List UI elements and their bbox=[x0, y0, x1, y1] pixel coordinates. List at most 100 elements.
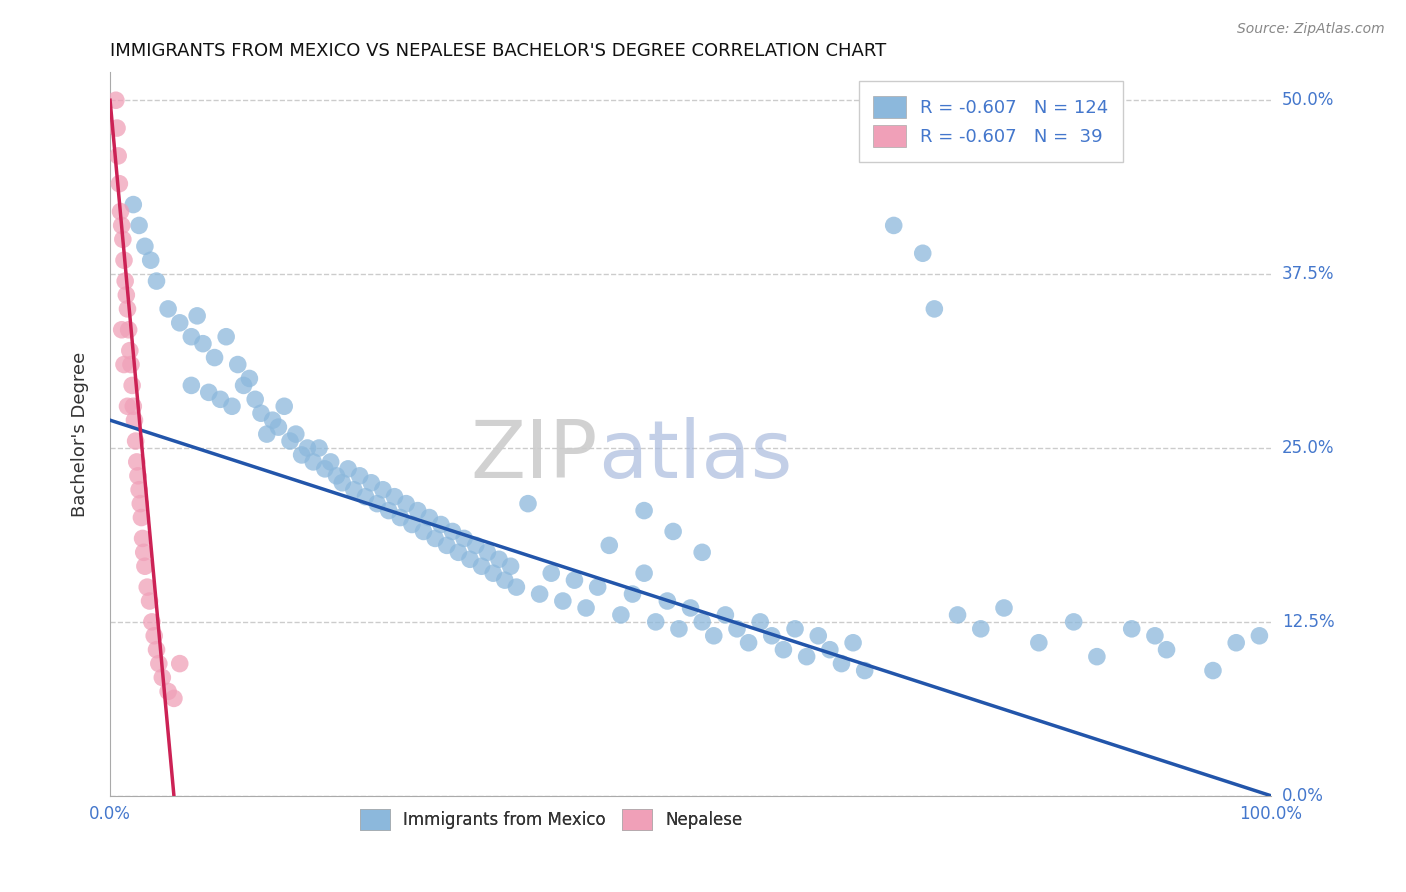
Point bbox=[737, 636, 759, 650]
Point bbox=[127, 468, 149, 483]
Point bbox=[586, 580, 609, 594]
Point bbox=[377, 503, 399, 517]
Point bbox=[783, 622, 806, 636]
Point bbox=[122, 399, 145, 413]
Point bbox=[1202, 664, 1225, 678]
Point bbox=[150, 671, 173, 685]
Point bbox=[842, 636, 865, 650]
Point bbox=[453, 532, 475, 546]
Point bbox=[157, 684, 180, 698]
Point bbox=[262, 413, 284, 427]
Point bbox=[245, 392, 267, 407]
Text: 12.5%: 12.5% bbox=[1282, 613, 1334, 631]
Point bbox=[761, 629, 783, 643]
Point bbox=[644, 615, 666, 629]
Point bbox=[157, 301, 180, 316]
Point bbox=[141, 615, 163, 629]
Point bbox=[488, 552, 510, 566]
Point bbox=[278, 434, 301, 448]
Point bbox=[575, 601, 598, 615]
Point bbox=[134, 239, 156, 253]
Point bbox=[1063, 615, 1085, 629]
Point bbox=[308, 441, 330, 455]
Point bbox=[256, 427, 278, 442]
Point bbox=[477, 545, 499, 559]
Point bbox=[911, 246, 934, 260]
Point bbox=[112, 253, 135, 268]
Point bbox=[679, 601, 702, 615]
Point bbox=[423, 532, 446, 546]
Point bbox=[273, 399, 295, 413]
Point bbox=[148, 657, 170, 671]
Point bbox=[215, 329, 238, 343]
Point bbox=[436, 538, 458, 552]
Point bbox=[354, 490, 377, 504]
Point bbox=[111, 219, 134, 233]
Point bbox=[145, 274, 167, 288]
Text: 0.0%: 0.0% bbox=[1282, 787, 1324, 805]
Point bbox=[505, 580, 527, 594]
Point bbox=[395, 497, 418, 511]
Point bbox=[120, 358, 142, 372]
Point bbox=[406, 503, 429, 517]
Point bbox=[371, 483, 394, 497]
Point bbox=[633, 566, 655, 581]
Text: Source: ZipAtlas.com: Source: ZipAtlas.com bbox=[1237, 22, 1385, 37]
Point bbox=[129, 497, 152, 511]
Point bbox=[180, 378, 202, 392]
Point bbox=[401, 517, 423, 532]
Point bbox=[458, 552, 481, 566]
Point bbox=[633, 503, 655, 517]
Point bbox=[662, 524, 685, 539]
Point bbox=[319, 455, 342, 469]
Point bbox=[163, 691, 186, 706]
Point bbox=[139, 253, 162, 268]
Point bbox=[226, 358, 249, 372]
Point bbox=[494, 573, 516, 587]
Point bbox=[209, 392, 232, 407]
Point bbox=[853, 664, 876, 678]
Text: ZIP: ZIP bbox=[470, 417, 598, 495]
Point bbox=[772, 642, 794, 657]
Point bbox=[551, 594, 574, 608]
Point bbox=[136, 580, 159, 594]
Point bbox=[482, 566, 505, 581]
Point bbox=[690, 545, 713, 559]
Point bbox=[197, 385, 219, 400]
Point bbox=[314, 462, 336, 476]
Point bbox=[297, 441, 319, 455]
Point bbox=[657, 594, 679, 608]
Point bbox=[668, 622, 690, 636]
Point bbox=[464, 538, 486, 552]
Point bbox=[1225, 636, 1247, 650]
Point bbox=[302, 455, 325, 469]
Point bbox=[360, 475, 382, 490]
Point bbox=[1028, 636, 1050, 650]
Point bbox=[447, 545, 470, 559]
Point bbox=[499, 559, 522, 574]
Point bbox=[114, 274, 136, 288]
Point bbox=[169, 657, 191, 671]
Point bbox=[598, 538, 620, 552]
Text: 50.0%: 50.0% bbox=[1282, 91, 1334, 109]
Point bbox=[1156, 642, 1178, 657]
Point bbox=[412, 524, 434, 539]
Point bbox=[418, 510, 440, 524]
Point bbox=[337, 462, 360, 476]
Point bbox=[112, 358, 135, 372]
Legend: Immigrants from Mexico, Nepalese: Immigrants from Mexico, Nepalese bbox=[352, 801, 751, 838]
Point bbox=[110, 204, 132, 219]
Y-axis label: Bachelor's Degree: Bachelor's Degree bbox=[72, 351, 89, 516]
Point bbox=[169, 316, 191, 330]
Point bbox=[471, 559, 494, 574]
Point bbox=[993, 601, 1015, 615]
Point bbox=[124, 434, 146, 448]
Point bbox=[749, 615, 772, 629]
Point bbox=[232, 378, 254, 392]
Point bbox=[143, 629, 166, 643]
Point bbox=[111, 323, 134, 337]
Point bbox=[714, 607, 737, 622]
Point bbox=[117, 301, 139, 316]
Point bbox=[441, 524, 464, 539]
Point bbox=[564, 573, 586, 587]
